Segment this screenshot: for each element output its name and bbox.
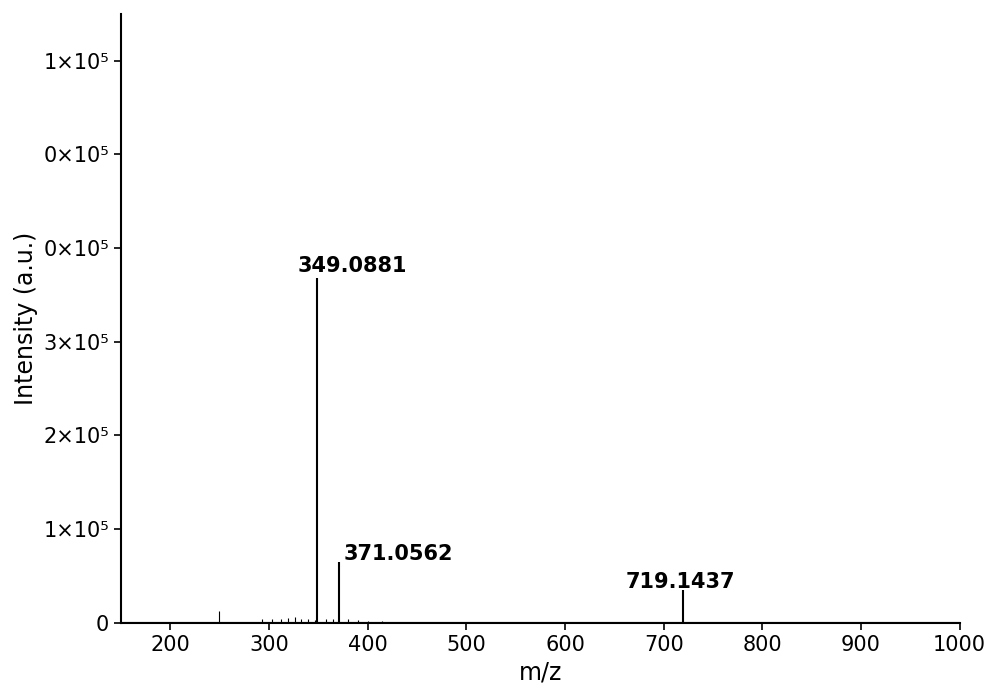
Text: 349.0881: 349.0881	[298, 256, 407, 276]
Y-axis label: Intensity (a.u.): Intensity (a.u.)	[14, 232, 38, 405]
Text: 719.1437: 719.1437	[625, 572, 735, 592]
X-axis label: m/z: m/z	[519, 660, 562, 684]
Text: 371.0562: 371.0562	[344, 544, 454, 564]
